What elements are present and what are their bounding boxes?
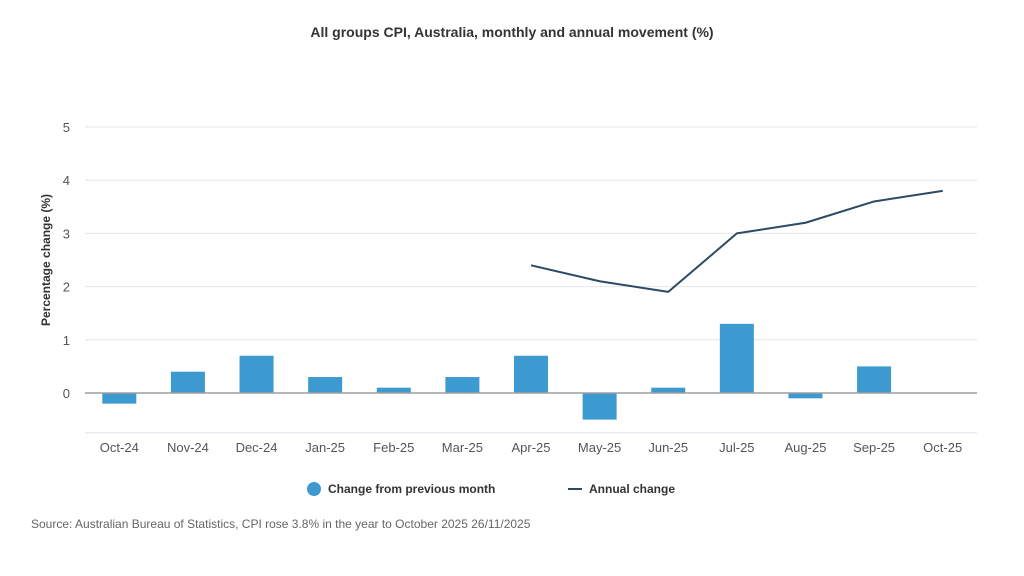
bar-Dec-24[interactable] bbox=[239, 355, 274, 393]
source-note: Source: Australian Bureau of Statistics,… bbox=[31, 517, 531, 531]
x-tick-label: Jan-25 bbox=[305, 440, 345, 455]
legend-label-monthly: Change from previous month bbox=[328, 482, 496, 496]
annual-change-line[interactable] bbox=[530, 189, 943, 293]
legend-line-icon bbox=[568, 488, 582, 490]
bar-Jul-25[interactable] bbox=[719, 323, 754, 393]
bar-Feb-25[interactable] bbox=[376, 387, 411, 393]
x-tick-label: Jun-25 bbox=[648, 440, 688, 455]
y-tick-labels: 0 1 2 3 4 5 bbox=[63, 120, 70, 401]
y-tick-label: 5 bbox=[63, 120, 70, 135]
chart-plot: 0 1 2 3 4 5 Oct-24 Nov-24 Dec-24 Jan-25 Feb-25 Mar… bbox=[39, 120, 977, 455]
y-tick-label: 3 bbox=[63, 226, 70, 241]
x-tick-label: Nov-24 bbox=[167, 440, 209, 455]
line-series bbox=[530, 189, 943, 293]
legend-item-annual[interactable]: Annual change bbox=[568, 482, 675, 496]
bar-May-25[interactable] bbox=[582, 393, 617, 420]
gridlines bbox=[85, 126, 977, 434]
x-tick-label: Oct-24 bbox=[100, 440, 139, 455]
x-tick-label: Feb-25 bbox=[373, 440, 414, 455]
y-tick-label: 1 bbox=[63, 333, 70, 348]
y-axis-label: Percentage change (%) bbox=[39, 194, 53, 326]
chart-title: All groups CPI, Australia, monthly and a… bbox=[310, 24, 714, 40]
y-tick-label: 4 bbox=[63, 173, 70, 188]
bar-Apr-25[interactable] bbox=[514, 355, 548, 393]
bar-Mar-25[interactable] bbox=[445, 377, 480, 393]
bar-Sep-25[interactable] bbox=[857, 366, 892, 393]
x-tick-labels: Oct-24 Nov-24 Dec-24 Jan-25 Feb-25 Mar-25 Apr-… bbox=[100, 440, 962, 455]
bar-series bbox=[102, 323, 892, 420]
x-tick-label: Mar-25 bbox=[442, 440, 483, 455]
x-tick-label: May-25 bbox=[578, 440, 621, 455]
x-tick-label: Aug-25 bbox=[785, 440, 827, 455]
y-tick-label: 2 bbox=[63, 280, 70, 295]
x-tick-label: Apr-25 bbox=[511, 440, 550, 455]
x-tick-label: Sep-25 bbox=[853, 440, 895, 455]
x-tick-label: Jul-25 bbox=[719, 440, 754, 455]
x-tick-label: Dec-24 bbox=[236, 440, 278, 455]
x-tick-label: Oct-25 bbox=[923, 440, 962, 455]
bar-Jan-25[interactable] bbox=[308, 377, 343, 393]
legend: Change from previous month Annual change bbox=[0, 482, 1024, 502]
bar-Nov-24[interactable] bbox=[170, 371, 205, 393]
legend-item-monthly[interactable]: Change from previous month bbox=[307, 482, 495, 496]
legend-circle-icon bbox=[307, 482, 321, 496]
bar-Oct-24[interactable] bbox=[102, 393, 137, 404]
bar-Jun-25[interactable] bbox=[651, 387, 686, 393]
bar-Aug-25[interactable] bbox=[788, 393, 823, 399]
legend-label-annual: Annual change bbox=[589, 482, 676, 496]
y-tick-label: 0 bbox=[63, 386, 70, 401]
